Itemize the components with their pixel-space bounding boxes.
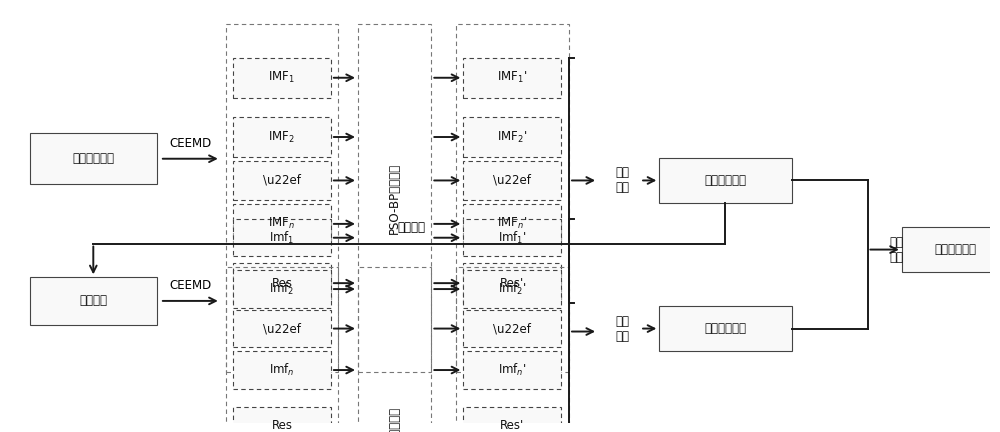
FancyBboxPatch shape xyxy=(233,58,331,98)
FancyBboxPatch shape xyxy=(233,270,331,308)
Text: 原油价格序列: 原油价格序列 xyxy=(72,152,114,165)
FancyBboxPatch shape xyxy=(233,219,331,257)
Text: 误差预测序列: 误差预测序列 xyxy=(704,322,746,335)
Bar xyxy=(226,25,338,372)
Text: Res: Res xyxy=(271,419,292,432)
Text: Imf$_1$: Imf$_1$ xyxy=(269,230,295,246)
FancyBboxPatch shape xyxy=(463,204,561,244)
FancyBboxPatch shape xyxy=(463,219,561,257)
Text: 误差序列: 误差序列 xyxy=(79,295,107,308)
Text: IMF$_n$': IMF$_n$' xyxy=(497,216,527,232)
Text: Res: Res xyxy=(271,276,292,289)
FancyBboxPatch shape xyxy=(233,117,331,157)
FancyBboxPatch shape xyxy=(30,133,157,184)
FancyBboxPatch shape xyxy=(463,407,561,432)
FancyBboxPatch shape xyxy=(659,306,792,351)
FancyBboxPatch shape xyxy=(233,351,331,389)
Bar xyxy=(358,267,431,432)
Text: 线性
叠加: 线性 叠加 xyxy=(616,166,630,194)
Text: 初始预测序列: 初始预测序列 xyxy=(704,174,746,187)
FancyBboxPatch shape xyxy=(463,58,561,98)
FancyBboxPatch shape xyxy=(233,407,331,432)
Text: 误差提取: 误差提取 xyxy=(398,221,426,234)
Text: CEEMD: CEEMD xyxy=(169,279,211,292)
Text: Imf$_2$': Imf$_2$' xyxy=(498,281,527,297)
Text: IMF$_2$': IMF$_2$' xyxy=(497,130,527,145)
FancyBboxPatch shape xyxy=(463,310,561,347)
FancyBboxPatch shape xyxy=(659,158,792,203)
Text: IMF$_n$: IMF$_n$ xyxy=(268,216,296,232)
Bar xyxy=(456,25,569,372)
Text: IMF$_1$: IMF$_1$ xyxy=(268,70,295,85)
FancyBboxPatch shape xyxy=(233,204,331,244)
Bar xyxy=(456,267,569,432)
FancyBboxPatch shape xyxy=(30,277,157,324)
Bar xyxy=(358,25,431,372)
Text: Res': Res' xyxy=(500,276,524,289)
Text: IMF$_2$: IMF$_2$ xyxy=(268,130,295,145)
Text: 线性
叠加: 线性 叠加 xyxy=(616,314,630,343)
FancyBboxPatch shape xyxy=(902,227,1000,272)
Text: \u22ef: \u22ef xyxy=(493,174,531,187)
Text: PSO-BP预测模型: PSO-BP预测模型 xyxy=(388,406,401,432)
Text: Res': Res' xyxy=(500,419,524,432)
Text: Imf$_2$: Imf$_2$ xyxy=(269,281,295,297)
Bar xyxy=(226,267,338,432)
Text: Imf$_n$: Imf$_n$ xyxy=(269,362,295,378)
FancyBboxPatch shape xyxy=(463,117,561,157)
Text: 最终预测结果: 最终预测结果 xyxy=(935,243,977,256)
Text: \u22ef: \u22ef xyxy=(263,322,301,335)
Text: CEEMD: CEEMD xyxy=(169,137,211,150)
Text: IMF$_1$': IMF$_1$' xyxy=(497,70,527,85)
FancyBboxPatch shape xyxy=(463,264,561,303)
FancyBboxPatch shape xyxy=(233,310,331,347)
Text: 线性
叠加: 线性 叠加 xyxy=(890,235,904,264)
Text: \u22ef: \u22ef xyxy=(263,174,301,187)
FancyBboxPatch shape xyxy=(233,264,331,303)
Text: Imf$_n$': Imf$_n$' xyxy=(498,362,526,378)
Text: \u22ef: \u22ef xyxy=(493,322,531,335)
Text: Imf$_1$': Imf$_1$' xyxy=(498,230,527,246)
FancyBboxPatch shape xyxy=(463,270,561,308)
FancyBboxPatch shape xyxy=(233,161,331,200)
FancyBboxPatch shape xyxy=(463,351,561,389)
Text: PSO-BP预测模型: PSO-BP预测模型 xyxy=(388,163,401,234)
FancyBboxPatch shape xyxy=(463,161,561,200)
